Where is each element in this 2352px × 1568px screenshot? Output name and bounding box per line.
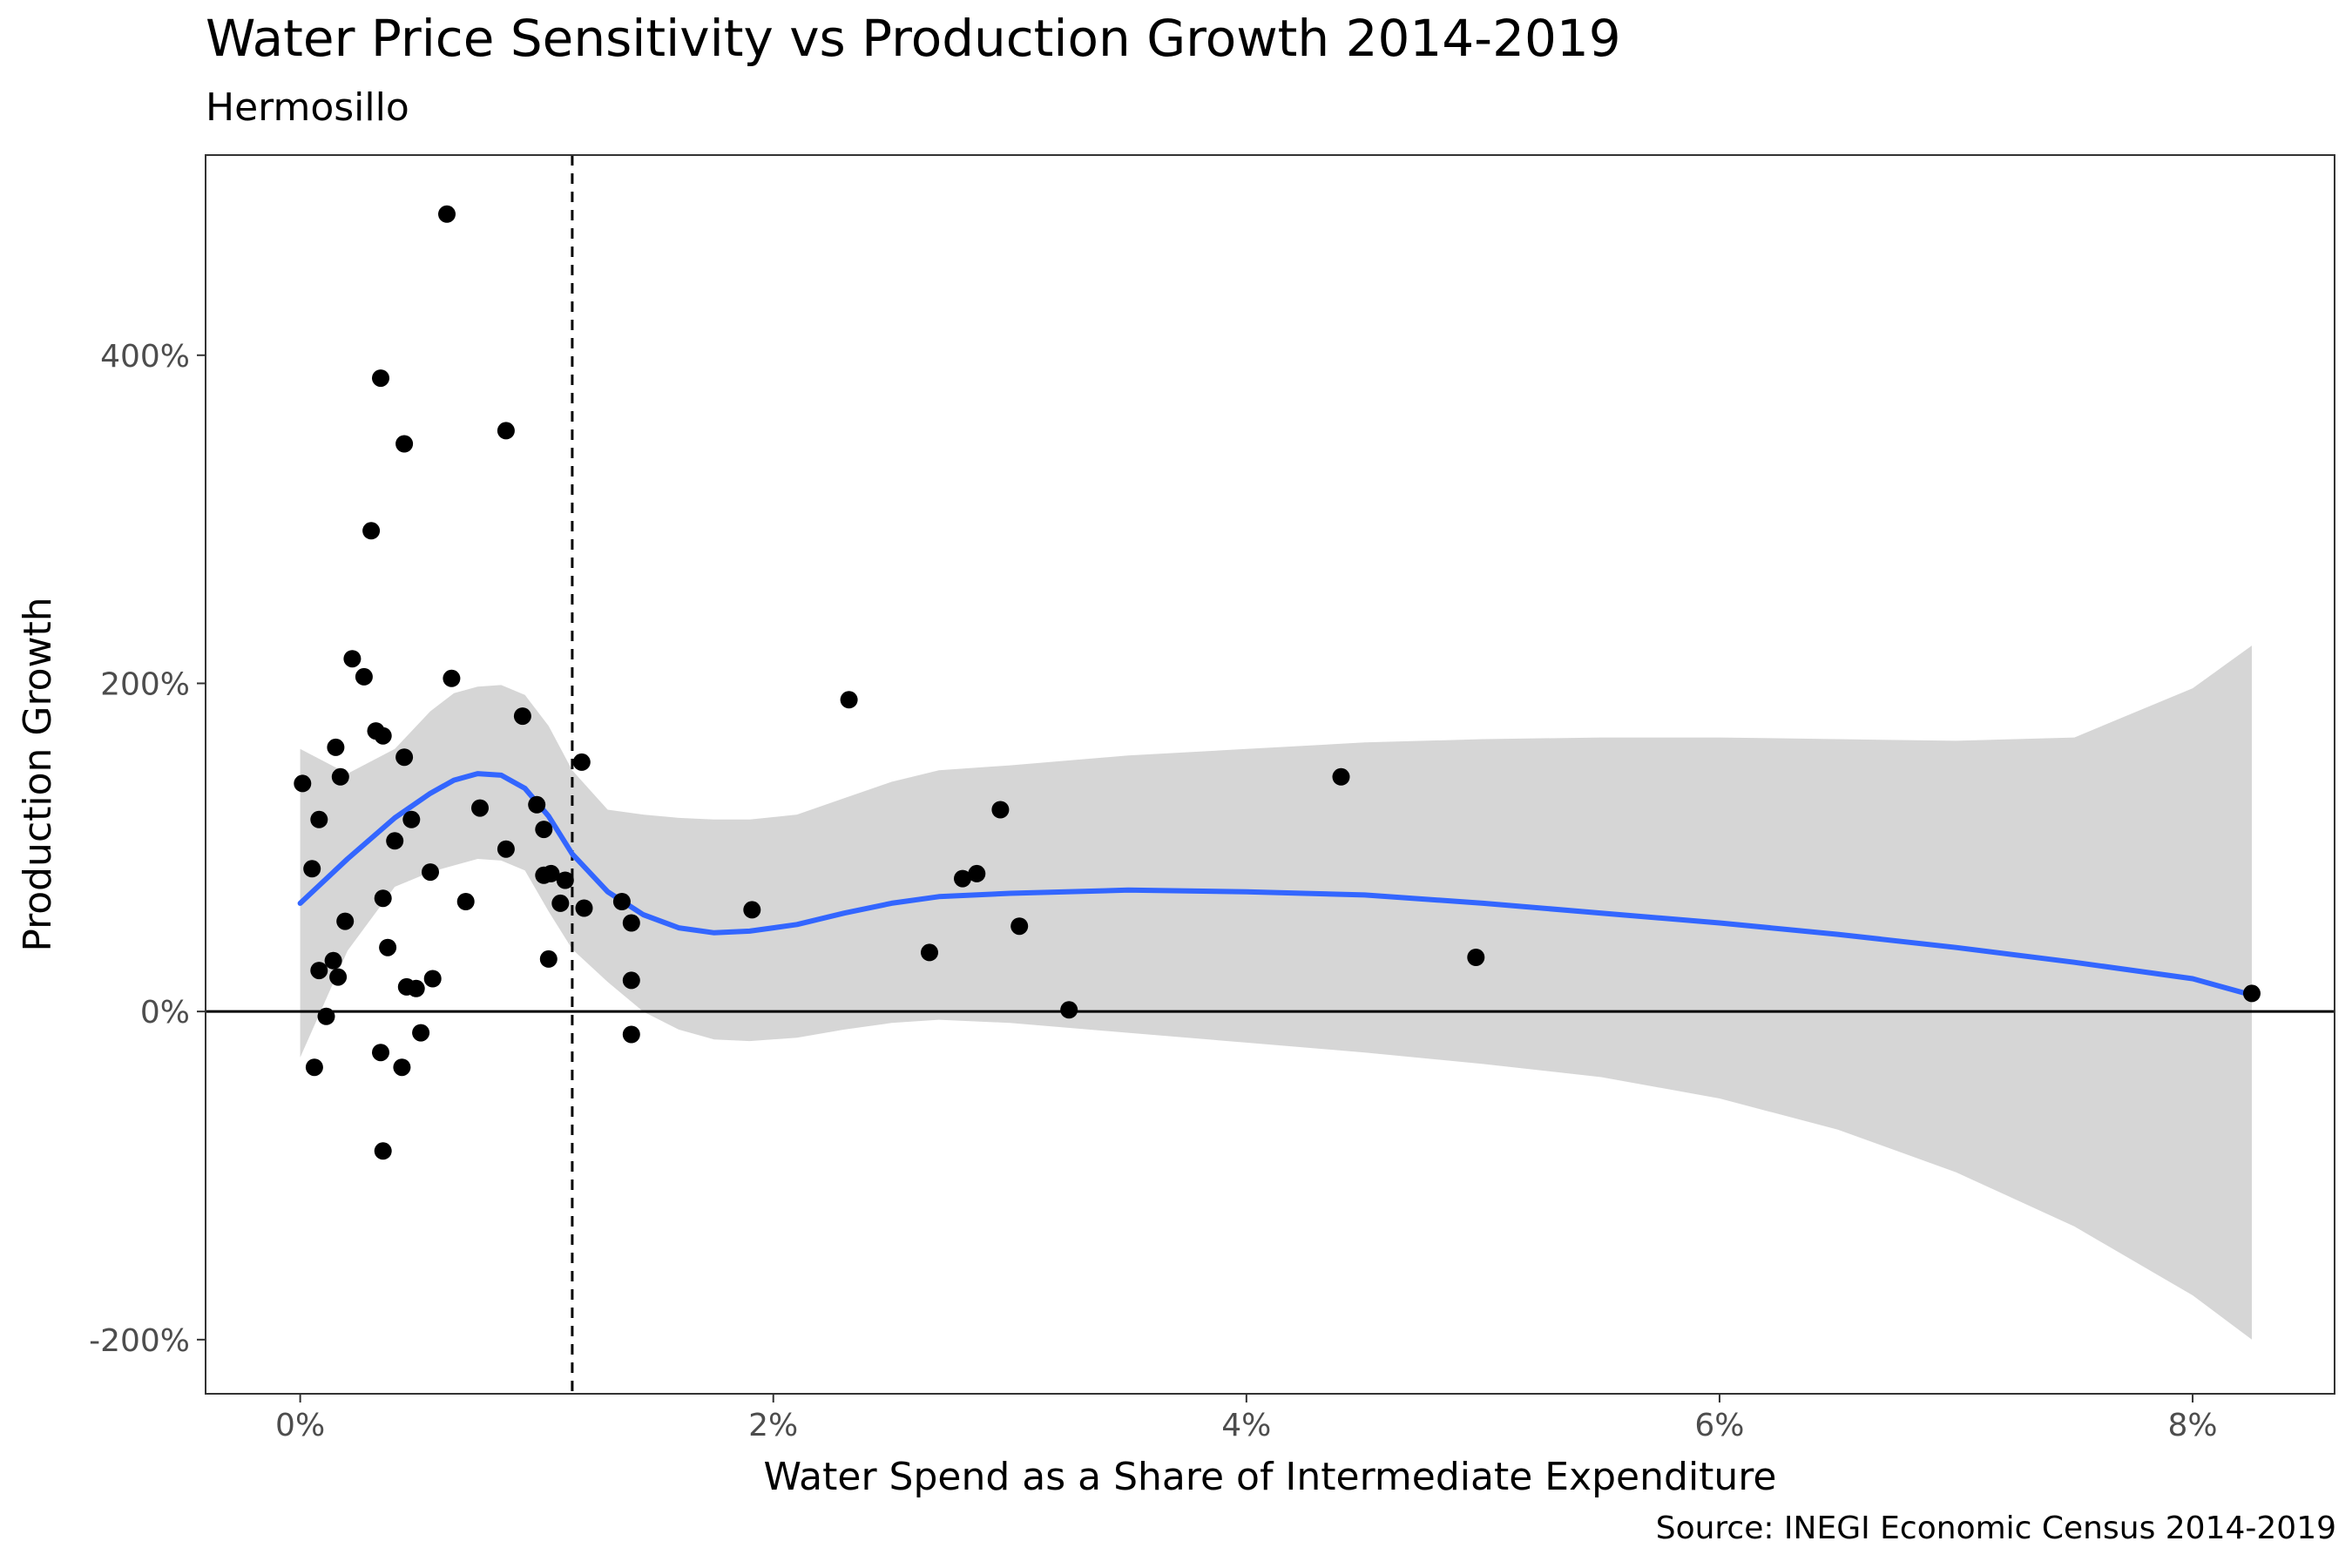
x-axis-title: Water Spend as a Share of Intermediate E…	[763, 1455, 1776, 1499]
y-tick-label: -200%	[89, 1323, 190, 1359]
y-axis-ticks: -200% 0% 200% 400%	[89, 339, 206, 1359]
data-point	[310, 810, 328, 828]
data-point	[528, 795, 546, 814]
confidence-ribbon-layer	[300, 645, 2252, 1340]
data-point	[379, 938, 397, 956]
data-point	[1010, 917, 1029, 936]
data-point	[1467, 949, 1485, 966]
data-point	[303, 860, 321, 878]
data-point	[294, 774, 312, 793]
data-point	[572, 753, 591, 771]
source-caption: Source: INEGI Economic Census 2014-2019	[1655, 1511, 2336, 1546]
data-point	[622, 1025, 640, 1044]
data-point	[422, 863, 439, 882]
data-point	[374, 889, 392, 908]
data-point	[743, 901, 761, 919]
data-points-layer	[294, 205, 2261, 1160]
data-point	[423, 970, 442, 988]
data-point	[497, 840, 515, 858]
data-point	[1332, 767, 1350, 786]
chart-subtitle: Hermosillo	[206, 85, 409, 130]
data-point	[471, 799, 489, 817]
y-tick-label: 200%	[100, 666, 190, 702]
data-point	[954, 869, 971, 888]
data-point	[551, 894, 570, 912]
data-point	[407, 979, 425, 997]
y-tick-label: 0%	[140, 995, 190, 1031]
data-point	[575, 899, 593, 917]
data-point	[331, 767, 349, 786]
data-point	[968, 864, 986, 882]
x-tick-label: 0%	[275, 1408, 325, 1443]
x-tick-label: 2%	[748, 1408, 798, 1443]
data-point	[840, 691, 858, 709]
panel-border	[205, 154, 2335, 1395]
data-point	[438, 205, 456, 223]
chart-title: Water Price Sensitivity vs Production Gr…	[206, 9, 1621, 68]
data-point	[2243, 984, 2261, 1003]
data-point	[921, 943, 938, 962]
data-point	[556, 871, 574, 889]
data-point	[402, 810, 421, 828]
data-point	[374, 1142, 392, 1160]
data-point	[386, 832, 404, 850]
data-point	[395, 748, 414, 767]
data-point	[343, 650, 362, 668]
data-point	[539, 950, 558, 968]
x-axis-ticks: 0% 2% 4% 6% 8%	[275, 1394, 2218, 1443]
data-point	[372, 1044, 389, 1062]
data-point	[324, 951, 342, 970]
confidence-ribbon	[300, 645, 2252, 1340]
data-point	[372, 369, 389, 388]
x-tick-label: 8%	[2168, 1408, 2218, 1443]
data-point	[329, 968, 348, 986]
data-point	[355, 667, 373, 686]
x-tick-label: 6%	[1694, 1408, 1744, 1443]
data-point	[612, 893, 631, 910]
smooth-trend-line	[297, 771, 2254, 998]
data-point	[393, 1058, 411, 1077]
data-point	[362, 522, 381, 540]
data-point	[305, 1058, 323, 1077]
data-point	[317, 1007, 335, 1025]
data-point	[336, 912, 355, 930]
data-point	[513, 707, 531, 726]
data-point	[310, 962, 328, 980]
y-tick-label: 400%	[100, 339, 190, 375]
data-point	[991, 801, 1010, 819]
data-point	[456, 893, 475, 910]
y-axis-title: Production Growth	[16, 597, 60, 951]
data-point	[412, 1024, 430, 1042]
data-point	[395, 435, 414, 453]
data-point	[443, 669, 461, 687]
reference-lines-layer	[206, 155, 2335, 1394]
data-point	[1060, 1001, 1078, 1019]
x-tick-label: 4%	[1221, 1408, 1271, 1443]
data-point	[622, 914, 640, 932]
data-point	[542, 864, 560, 882]
data-point	[535, 821, 553, 839]
data-point	[497, 422, 515, 440]
smooth-line-layer	[297, 771, 2254, 998]
data-point	[327, 738, 345, 756]
data-point	[374, 727, 392, 745]
data-point	[622, 971, 640, 990]
